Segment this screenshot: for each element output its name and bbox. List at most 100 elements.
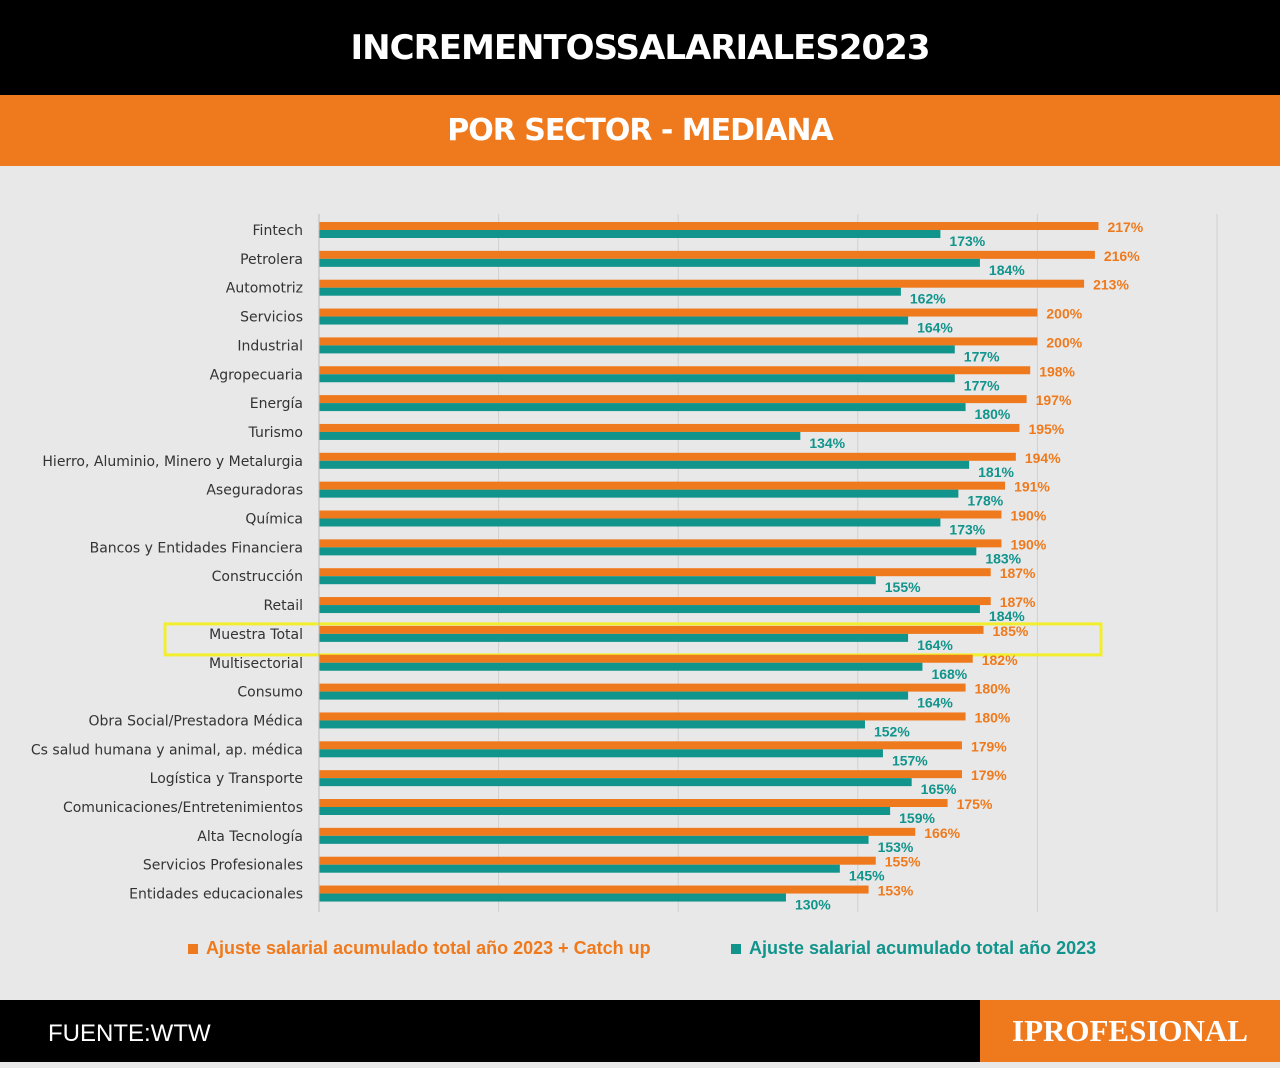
value-label-catch-up: 153% [878,883,914,899]
value-label-total: 178% [967,493,1003,509]
bar-catch-up [319,366,1031,375]
bar-total [319,374,955,383]
footer-bar: FUENTE:WTW IPROFESIONAL [0,1000,1280,1062]
value-label-catch-up: 179% [971,767,1007,783]
value-label-total: 159% [899,810,935,826]
value-label-total: 164% [917,320,953,336]
bar-total [319,403,966,412]
bar-catch-up [319,885,869,894]
value-label-catch-up: 190% [1010,536,1046,552]
legend: Ajuste salarial acumulado total año 2023… [0,938,1280,964]
bar-total [319,778,912,787]
bar-total [319,489,959,498]
bar-catch-up [319,770,962,779]
bar-total [319,835,869,844]
bar-total [319,431,801,440]
bar-catch-up [319,423,1020,432]
bar-total [319,230,941,238]
value-label-total: 134% [809,435,845,451]
bar-total [319,605,980,614]
category-label: Industrial [237,338,303,354]
category-label: Servicios [240,310,303,326]
bar-total [319,893,786,902]
value-label-total: 180% [975,406,1011,422]
bar-total [319,547,977,556]
header-bar: INCREMENTOSSALARIALES2023 [0,0,1280,95]
legend-label: Ajuste salarial acumulado total año 2023 [749,938,1097,958]
category-label: Multisectorial [209,656,303,672]
category-label: Hierro, Aluminio, Minero y Metalurgia [42,454,303,470]
category-label: Servicios Profesionales [143,858,303,874]
value-label-catch-up: 182% [982,652,1018,668]
legend-item-total: Ajuste salarial acumulado total año 2023 [731,938,1096,959]
bar-catch-up [319,250,1095,259]
iprofesional-logo: IPROFESIONAL [1012,1013,1248,1048]
bar-chart: Fintech 217% 173% Petrolera 216% 184% Automotr… [31,214,1218,913]
value-label-total: 145% [849,868,885,884]
value-label-catch-up: 179% [971,738,1007,754]
source-label: FUENTE:WTW [48,1020,211,1047]
value-label-total: 184% [989,262,1025,278]
category-label: Bancos y Entidades Financiera [90,540,303,556]
category-label: Retail [263,598,303,614]
bar-catch-up [319,279,1085,288]
category-label: Obra Social/Prestadora Médica [88,713,303,729]
bar-catch-up [319,568,991,577]
brand-panel: IPROFESIONAL [980,1000,1280,1062]
bar-catch-up [319,799,948,807]
value-label-total: 130% [795,897,831,913]
value-label-total: 183% [985,550,1021,566]
value-label-total: 164% [917,637,953,653]
value-label-catch-up: 190% [1010,508,1046,524]
category-label: Aseguradoras [206,483,303,499]
category-label: Química [245,512,303,528]
value-label-total: 153% [878,839,914,855]
value-label-catch-up: 155% [885,854,921,870]
value-label-catch-up: 200% [1046,306,1082,322]
bar-total [319,345,955,354]
value-label-catch-up: 180% [975,681,1011,697]
category-label: Alta Tecnología [197,829,303,845]
bar-catch-up [319,683,966,692]
value-label-catch-up: 197% [1036,392,1072,408]
value-label-total: 173% [949,233,985,249]
value-label-total: 173% [949,522,985,538]
page-title: INCREMENTOSSALARIALES2023 [350,27,931,68]
value-label-catch-up: 195% [1028,421,1064,437]
value-label-total: 168% [931,666,967,682]
bar-total [319,633,909,642]
bar-catch-up [319,539,1002,548]
bar-total [319,749,883,758]
bar-catch-up [319,452,1016,461]
bar-catch-up [319,856,876,865]
bar-catch-up [319,625,984,634]
bar-catch-up [319,481,1006,490]
category-label: Automotriz [226,281,303,297]
value-label-catch-up: 200% [1046,334,1082,350]
value-label-catch-up: 187% [1000,594,1036,610]
value-label-catch-up: 217% [1107,219,1143,235]
category-label: Fintech [253,223,303,239]
legend-swatch-teal [731,943,741,954]
bar-total [319,662,923,671]
bar-total [319,258,980,267]
value-label-catch-up: 216% [1104,248,1140,264]
value-label-catch-up: 194% [1025,450,1061,466]
legend-item-catch-up: Ajuste salarial acumulado total año 2023… [188,938,651,959]
value-label-total: 165% [921,781,957,797]
subheader-bar: POR SECTOR - MEDIANA [0,95,1280,166]
category-label: Energía [250,396,303,412]
category-label: Muestra Total [209,627,303,643]
value-label-total: 177% [964,377,1000,393]
value-label-total: 177% [964,348,1000,364]
bar-catch-up [319,308,1038,317]
chart-subtitle: POR SECTOR - MEDIANA [447,113,834,148]
value-label-total: 162% [910,291,946,307]
category-label: Construcción [212,569,303,585]
value-label-total: 184% [989,608,1025,624]
bar-catch-up [319,654,973,663]
category-label: Agropecuaria [210,367,303,383]
bar-catch-up [319,741,962,750]
bar-catch-up [319,222,1099,230]
category-label: Turismo [248,425,303,441]
